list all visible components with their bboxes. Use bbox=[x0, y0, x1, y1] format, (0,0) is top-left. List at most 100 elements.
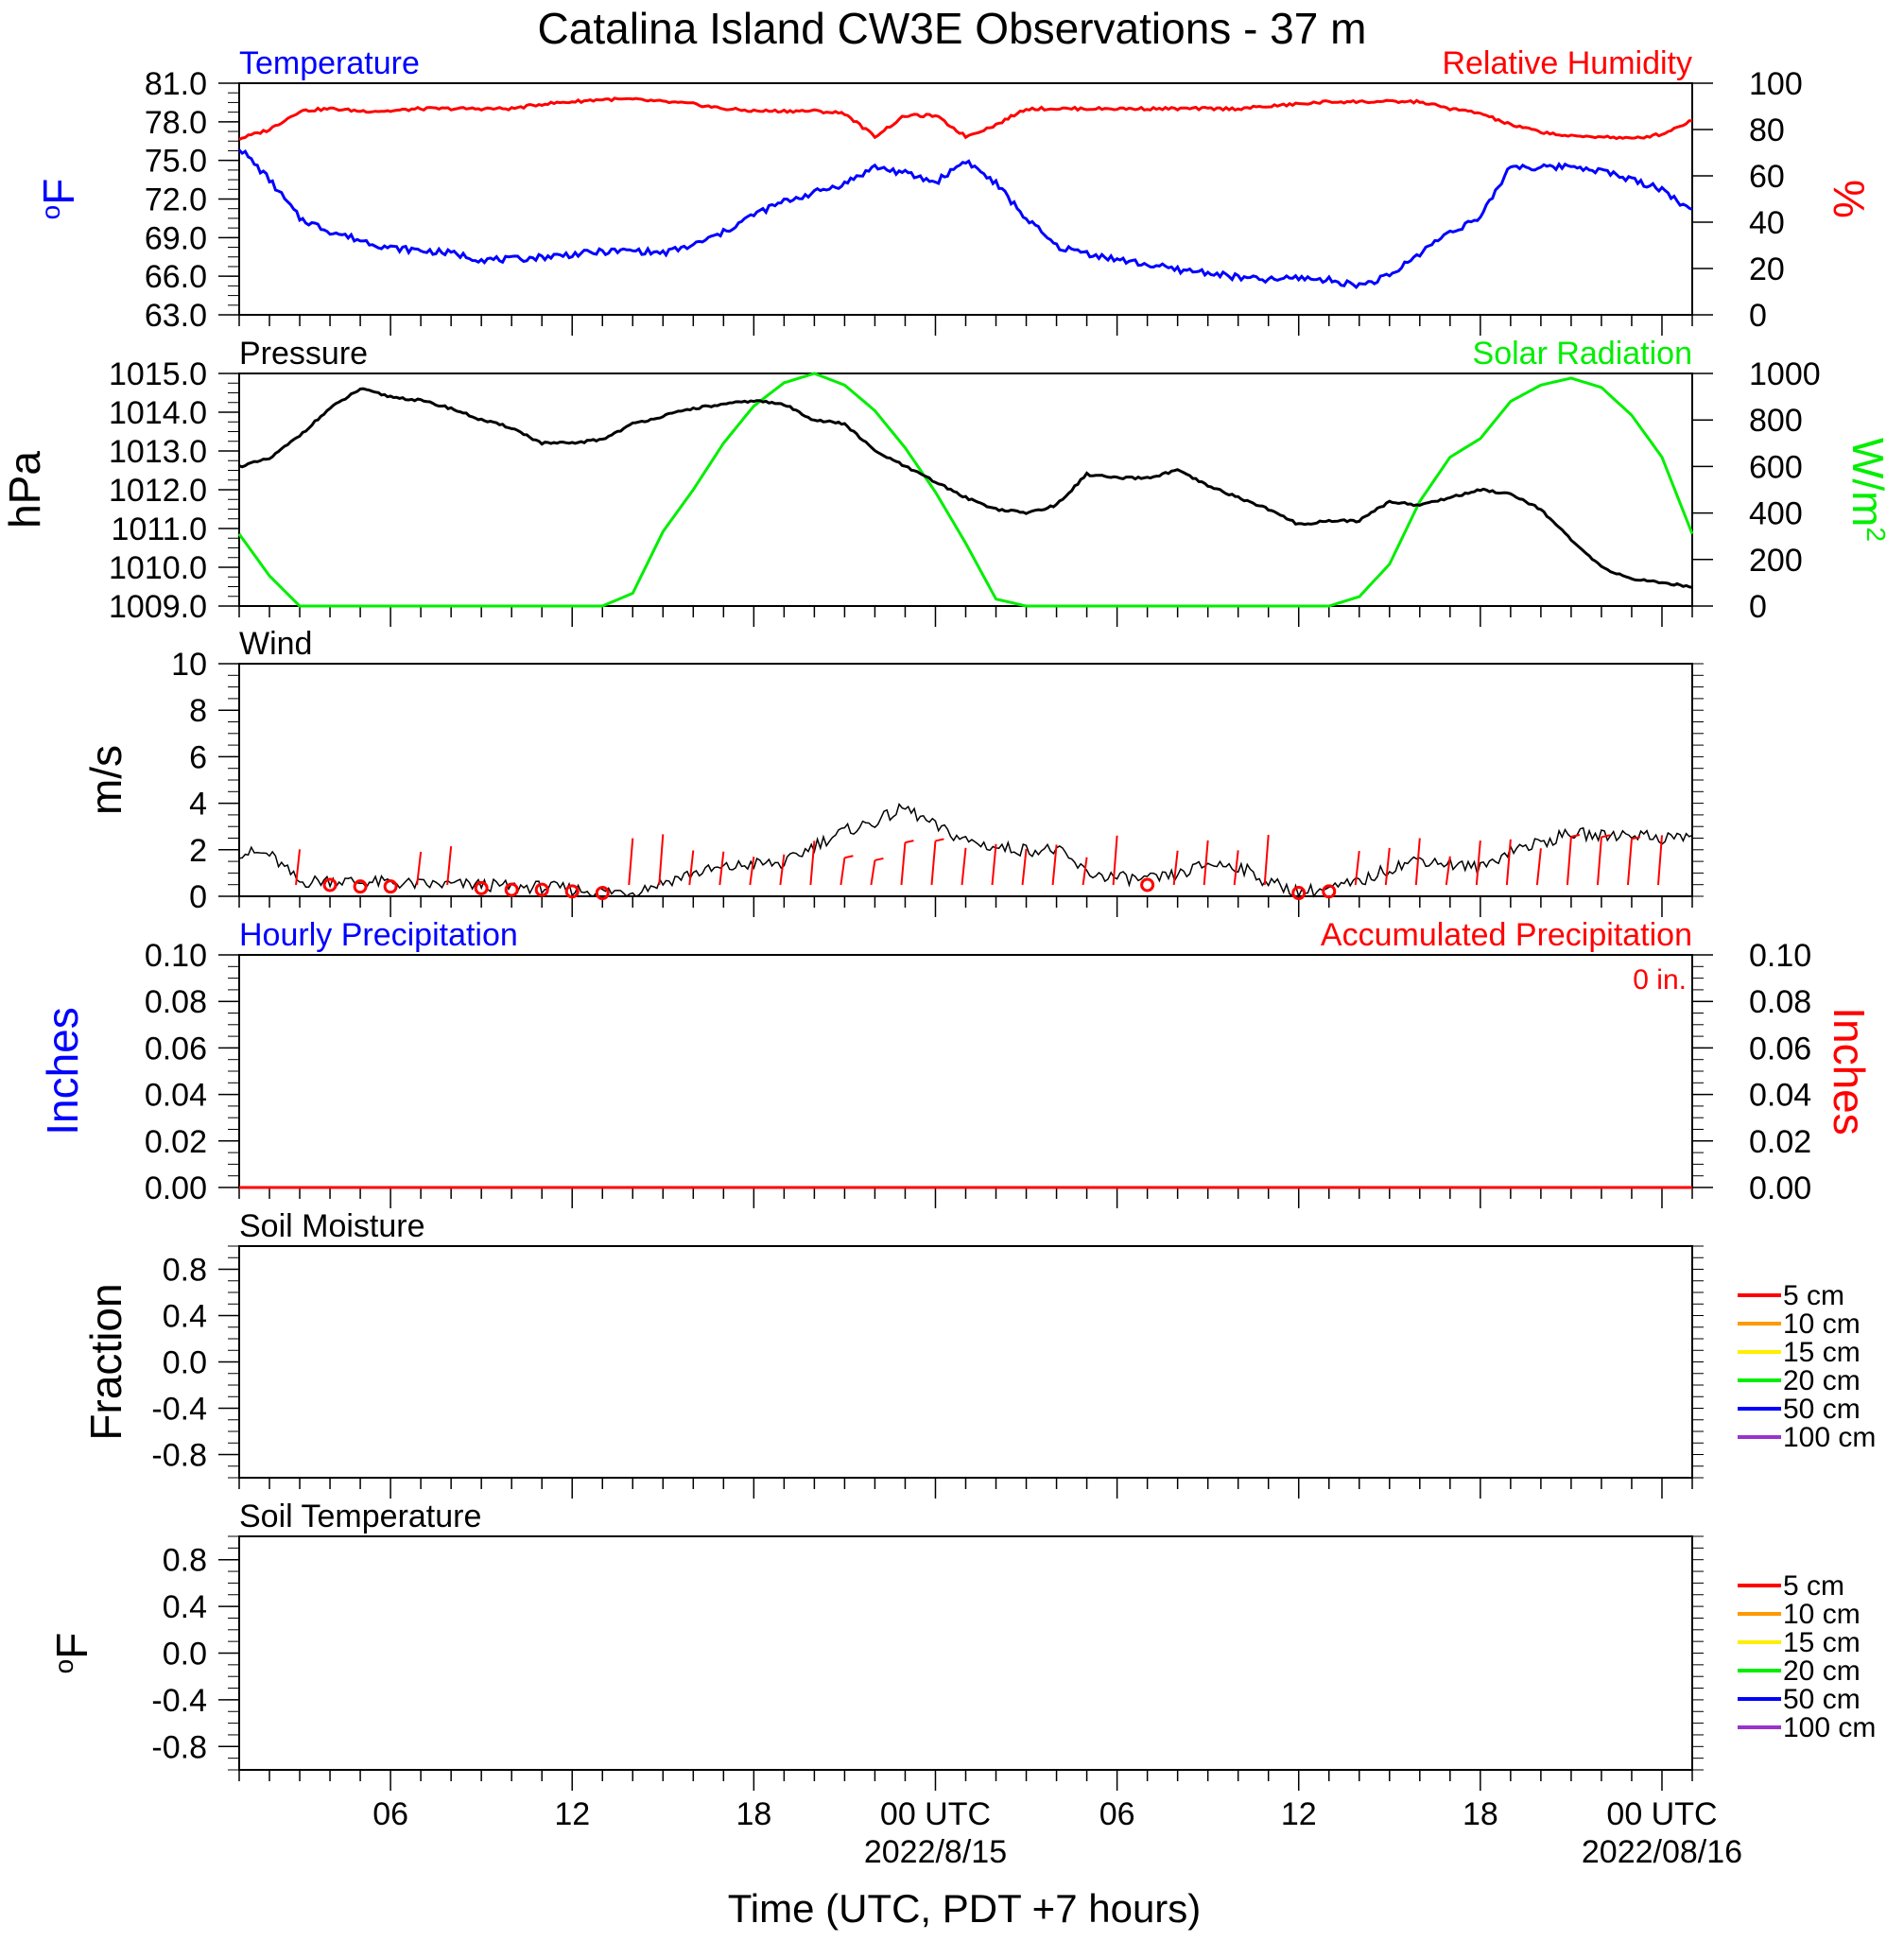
legend-label: 50 cm bbox=[1783, 1684, 1861, 1715]
y-tick-label: 2 bbox=[189, 833, 207, 869]
wind-barb-flag bbox=[935, 838, 944, 842]
x-tick-label: 12 bbox=[1281, 1796, 1317, 1832]
y-tick-label: 0.8 bbox=[163, 1543, 207, 1579]
wind-calm-marker bbox=[534, 882, 549, 897]
wind-calm-marker bbox=[595, 886, 610, 901]
wind-barb bbox=[1354, 851, 1360, 886]
wind-barb bbox=[1263, 834, 1270, 886]
wind-calm-marker bbox=[564, 884, 580, 899]
wind-barb-flag bbox=[874, 857, 884, 861]
wind-barb bbox=[839, 858, 846, 886]
wind-barb bbox=[900, 842, 907, 886]
wind-barb bbox=[1082, 857, 1088, 886]
y-tick-label: 0.04 bbox=[145, 1078, 207, 1114]
x-tick-label: 18 bbox=[1463, 1796, 1498, 1832]
legend-label: 20 cm bbox=[1783, 1365, 1861, 1396]
legend-label: 15 cm bbox=[1783, 1627, 1861, 1658]
y-tick-label: 0.4 bbox=[163, 1299, 207, 1335]
wind-barb bbox=[1566, 836, 1572, 886]
y-tick-label: 6 bbox=[189, 739, 207, 775]
y-axis-title: m/s bbox=[81, 745, 130, 815]
x-tick-label: 06 bbox=[1099, 1796, 1135, 1832]
wind-calm-marker bbox=[1140, 877, 1155, 893]
wind-barb bbox=[930, 841, 937, 886]
wind-barb bbox=[1535, 848, 1542, 886]
plot-frame bbox=[238, 1245, 1693, 1479]
wind-barb-flag bbox=[905, 840, 914, 844]
wind-barb bbox=[628, 838, 634, 886]
legend-label: 10 cm bbox=[1783, 1308, 1861, 1340]
chart-title: Catalina Island CW3E Observations - 37 m bbox=[538, 4, 1367, 53]
y-tick-label-right: 800 bbox=[1749, 403, 1803, 439]
legend-label: 50 cm bbox=[1783, 1394, 1861, 1425]
y-axis-title-right: Inches bbox=[1825, 1007, 1874, 1135]
wind-barb-flag bbox=[1631, 836, 1641, 841]
y-tick-label: 1015.0 bbox=[109, 356, 207, 392]
x-tick-date: 2022/08/16 bbox=[1582, 1834, 1742, 1870]
wind-barb bbox=[1233, 850, 1239, 886]
series-solar-radiation bbox=[237, 372, 1694, 608]
wind-barb bbox=[718, 851, 725, 886]
wind-barb bbox=[1626, 839, 1633, 886]
y-tick-label: 1010.0 bbox=[109, 550, 207, 586]
wind-barb bbox=[1596, 837, 1602, 886]
wind-calm-marker bbox=[322, 877, 338, 893]
y-axis-title-right: % bbox=[1825, 180, 1874, 218]
y-axis-title: oF bbox=[34, 179, 83, 220]
y-tick-label-right: 0 bbox=[1749, 589, 1767, 625]
panel-label-right: Solar Radiation bbox=[1473, 336, 1692, 372]
y-axis-title: hPa bbox=[0, 451, 49, 529]
y-tick-label: 0.08 bbox=[145, 984, 207, 1020]
series-temperature bbox=[237, 148, 1693, 290]
y-tick-label: 4 bbox=[189, 787, 207, 823]
y-tick-label: 1011.0 bbox=[112, 511, 207, 547]
wind-calm-marker bbox=[474, 880, 489, 895]
panel-pressure_solar: 1015.01014.01013.01012.01011.01010.01009… bbox=[0, 336, 1893, 627]
wind-barb bbox=[295, 849, 302, 886]
y-tick-label: 0.8 bbox=[163, 1253, 207, 1289]
y-tick-label: 1014.0 bbox=[109, 395, 207, 431]
series-pressure bbox=[238, 387, 1693, 589]
y-tick-label: 69.0 bbox=[145, 220, 207, 256]
legend-label: 20 cm bbox=[1783, 1655, 1861, 1687]
series-relative-humidity bbox=[238, 96, 1692, 141]
y-tick-label-right: 40 bbox=[1749, 205, 1785, 241]
wind-barb bbox=[870, 859, 876, 886]
wind-barb bbox=[809, 841, 816, 886]
y-tick-label: -0.8 bbox=[151, 1438, 207, 1474]
y-tick-label: 0.10 bbox=[145, 938, 207, 974]
y-tick-label: -0.8 bbox=[151, 1729, 207, 1765]
wind-barb bbox=[446, 846, 453, 886]
x-tick-label: 06 bbox=[372, 1796, 408, 1832]
legend-label: 5 cm bbox=[1783, 1570, 1844, 1602]
y-tick-label: 1013.0 bbox=[109, 434, 207, 470]
y-tick-label-right: 100 bbox=[1749, 66, 1803, 102]
y-tick-label: 75.0 bbox=[145, 144, 207, 180]
wind-barb bbox=[1112, 835, 1118, 886]
legend-label: 5 cm bbox=[1783, 1280, 1844, 1311]
y-tick-label: 10 bbox=[171, 647, 207, 683]
y-tick-label-right: 0.04 bbox=[1749, 1078, 1811, 1114]
wind-barb bbox=[1021, 848, 1028, 886]
y-tick-label-right: 600 bbox=[1749, 449, 1803, 485]
wind-barb bbox=[1172, 850, 1179, 886]
legend-label: 100 cm bbox=[1783, 1422, 1876, 1453]
x-tick-label: 00 UTC bbox=[880, 1796, 991, 1832]
y-tick-label-right: 0.00 bbox=[1749, 1170, 1811, 1206]
y-tick-label: 0.00 bbox=[145, 1170, 207, 1206]
y-tick-label: 8 bbox=[189, 693, 207, 729]
wind-calm-marker bbox=[1291, 886, 1307, 901]
y-tick-label: 0.0 bbox=[163, 1637, 207, 1672]
wind-calm-marker bbox=[383, 879, 398, 894]
wind-barb-flag bbox=[1570, 833, 1581, 838]
x-tick-label: 18 bbox=[736, 1796, 771, 1832]
y-tick-label-right: 60 bbox=[1749, 159, 1785, 195]
wind-barb bbox=[1445, 856, 1451, 886]
y-tick-label-right: 0 bbox=[1749, 298, 1767, 334]
y-axis-title-right: W/m2 bbox=[1843, 438, 1893, 542]
wind-barb bbox=[1505, 839, 1512, 886]
panel-label-left: Temperature bbox=[239, 45, 420, 81]
y-tick-label: 1009.0 bbox=[109, 589, 207, 625]
y-axis-title: oF bbox=[47, 1633, 96, 1674]
panel-label-right: Relative Humidity bbox=[1442, 45, 1692, 81]
